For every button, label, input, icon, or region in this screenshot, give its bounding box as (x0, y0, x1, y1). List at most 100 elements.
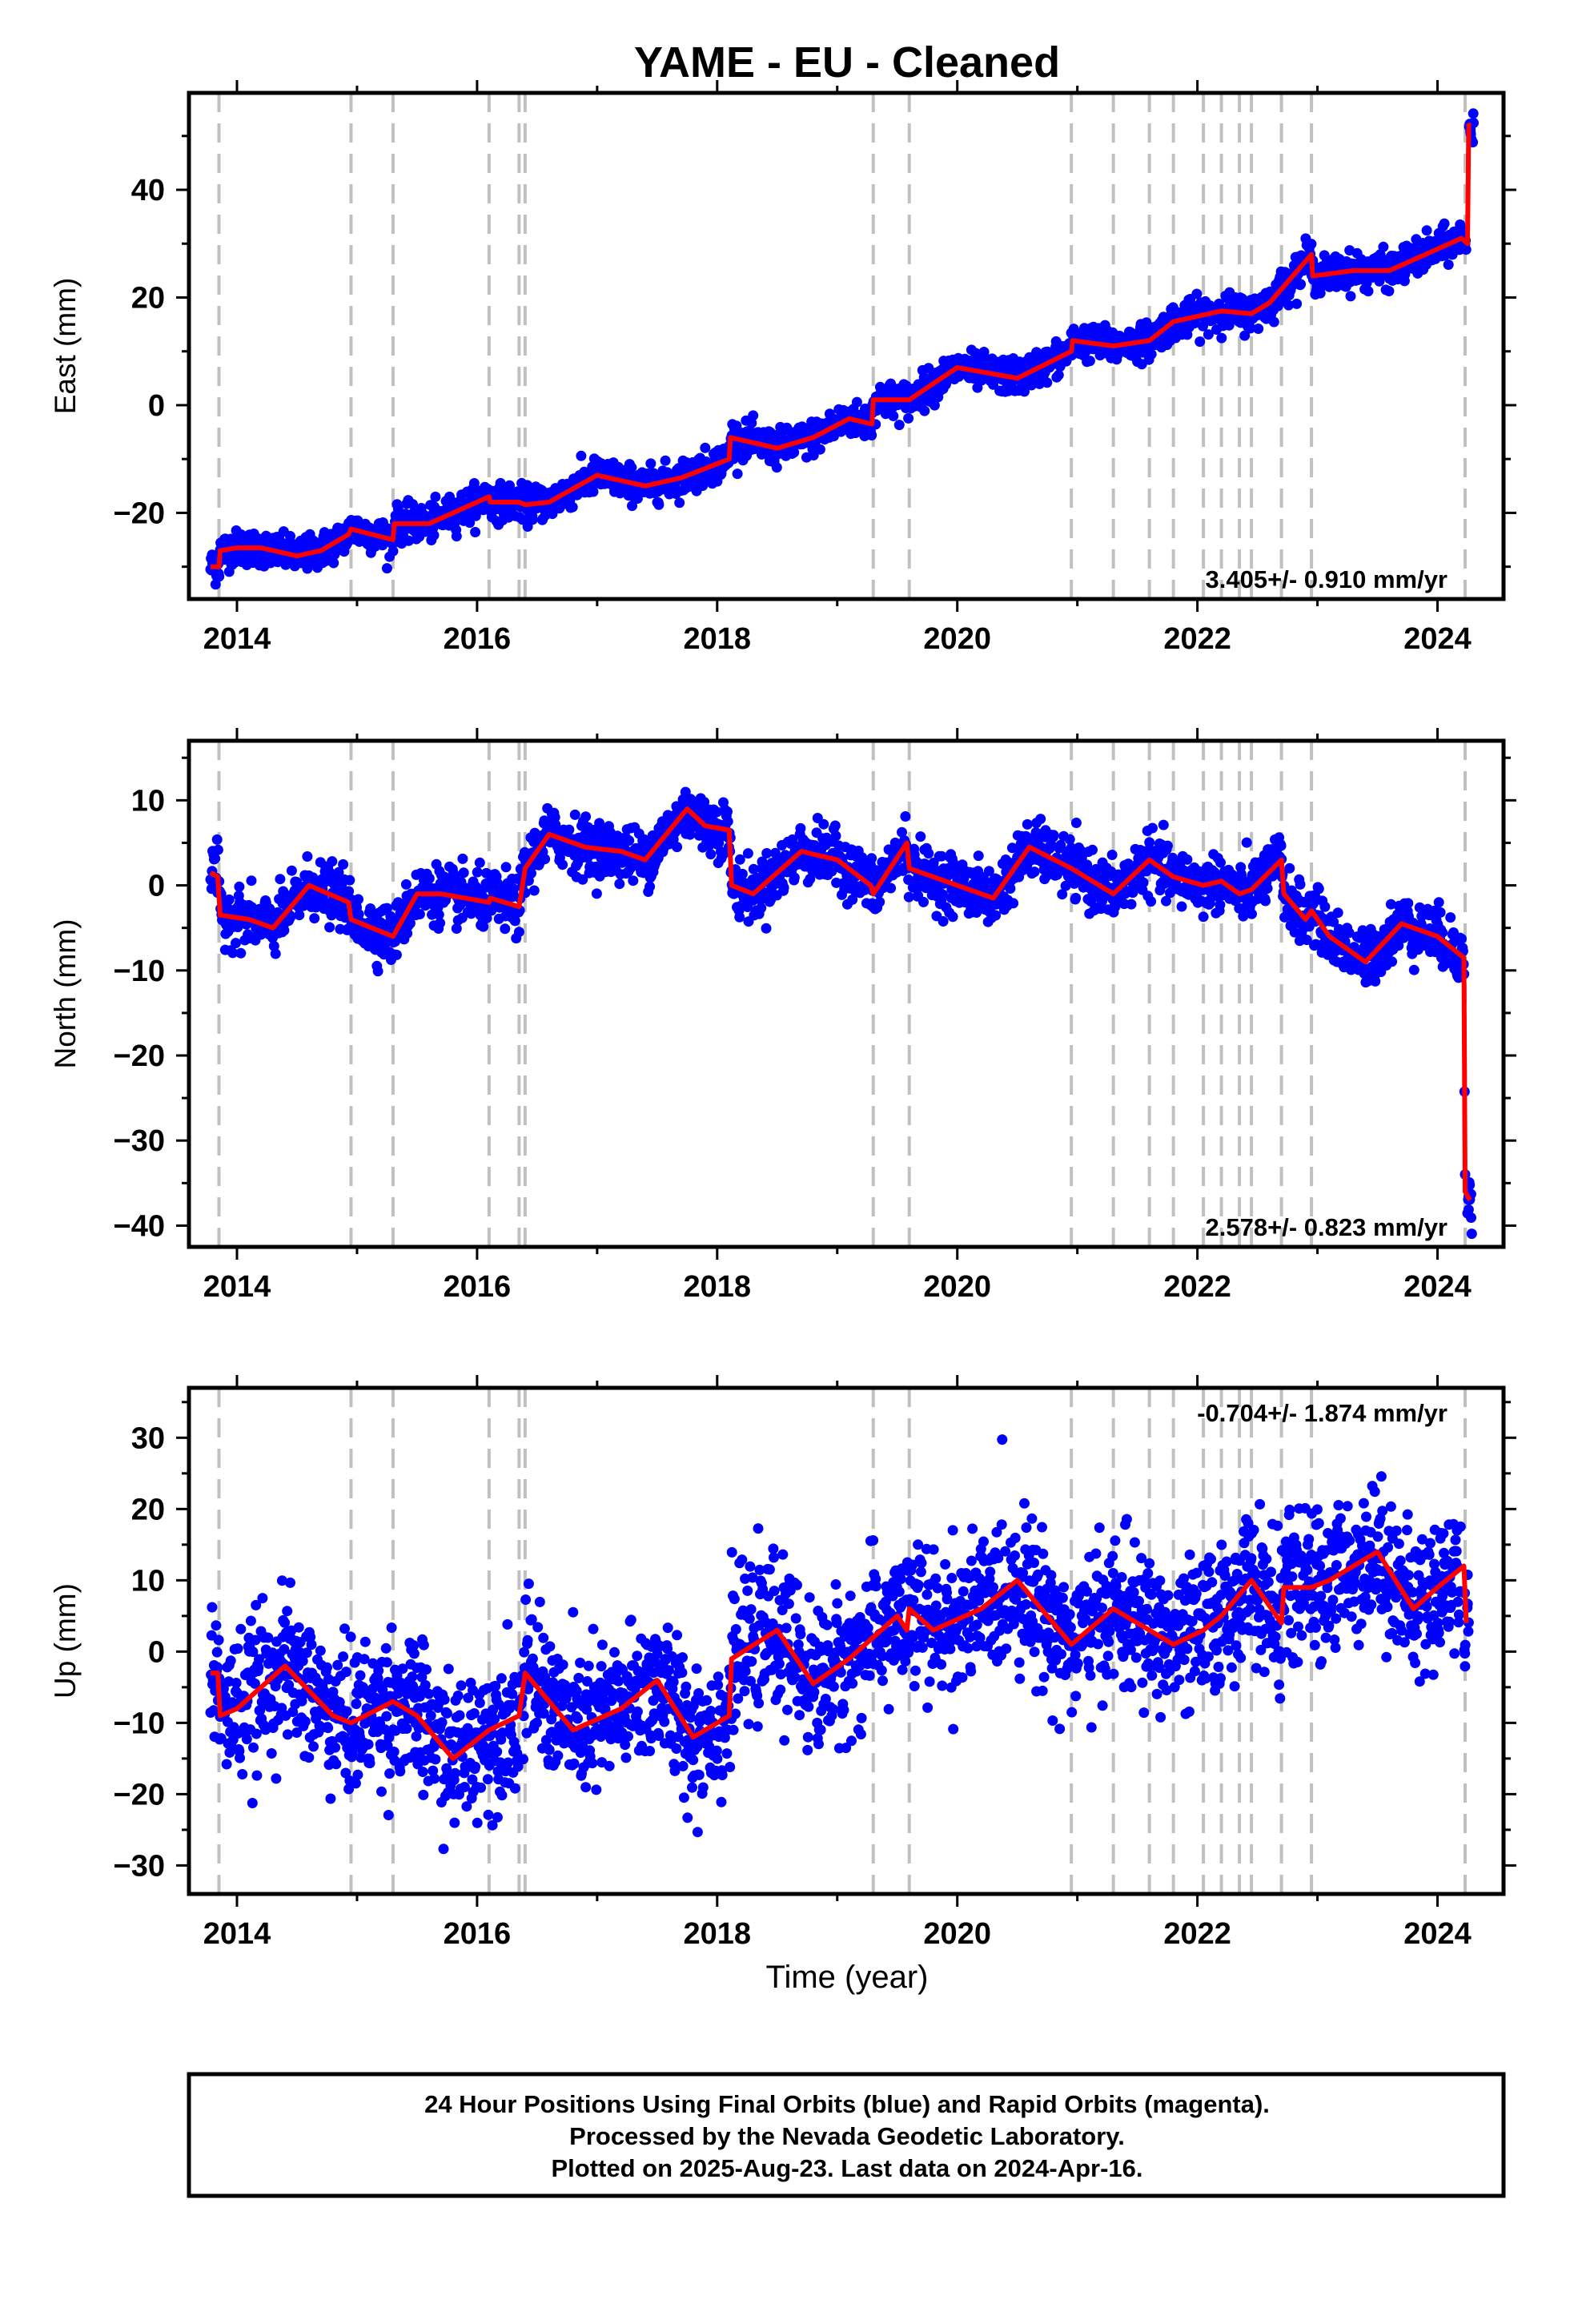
y-tick-label: 0 (148, 389, 165, 423)
data-point (414, 909, 425, 919)
data-point (294, 910, 305, 921)
data-point (275, 874, 286, 885)
data-point (847, 894, 858, 905)
data-point (734, 911, 745, 923)
data-point (903, 891, 914, 903)
data-point (404, 918, 416, 929)
data-point (771, 462, 782, 473)
data-point (212, 844, 223, 855)
data-point (897, 826, 907, 838)
data-point (235, 947, 247, 959)
data-point (1138, 877, 1149, 888)
data-point (919, 405, 930, 416)
data-point (1363, 286, 1374, 297)
data-point (614, 879, 625, 890)
data-point (818, 818, 829, 830)
data-point (526, 868, 536, 879)
data-point (333, 866, 344, 878)
data-point (372, 966, 383, 977)
data-point (381, 903, 392, 914)
data-point (1084, 356, 1095, 367)
data-point (660, 455, 671, 466)
data-point (430, 491, 441, 502)
data-point (778, 883, 789, 893)
data-point (391, 949, 402, 960)
data-point (309, 913, 320, 924)
x-tick-label: 2024 (1403, 622, 1472, 656)
data-point (424, 873, 435, 884)
data-point (500, 923, 511, 935)
data-point (1182, 854, 1193, 865)
data-point (279, 925, 290, 936)
x-tick-label: 2020 (923, 622, 991, 656)
data-points (205, 786, 1477, 1240)
data-point (748, 410, 759, 421)
data-point (1370, 975, 1381, 987)
data-point (672, 842, 683, 853)
data-point (1198, 911, 1209, 923)
data-point (344, 875, 355, 886)
data-point (983, 866, 994, 877)
data-point (1301, 935, 1312, 946)
data-point (353, 894, 363, 905)
data-point (915, 831, 926, 842)
data-point (1146, 348, 1157, 360)
data-point (1295, 279, 1307, 290)
data-point (1238, 911, 1249, 922)
data-point (1055, 839, 1066, 850)
data-point (1064, 834, 1075, 845)
data-point (705, 849, 717, 860)
data-point (338, 858, 349, 870)
data-point (402, 928, 413, 939)
data-point (978, 347, 990, 357)
data-point (1306, 239, 1317, 250)
data-point (557, 859, 568, 870)
data-point (748, 863, 759, 875)
data-point (1216, 332, 1227, 344)
data-point (1313, 883, 1324, 895)
data-point (435, 918, 446, 929)
data-point (500, 862, 512, 873)
data-point (509, 915, 520, 927)
data-point (214, 571, 225, 582)
velocity-label: 3.405+/- 0.910 mm/yr (1206, 565, 1447, 593)
data-point (433, 909, 444, 920)
data-point (1262, 883, 1273, 894)
data-point (1245, 323, 1256, 334)
x-tick-label: 2018 (684, 622, 752, 656)
x-tick-label: 2016 (444, 622, 512, 656)
data-point (451, 531, 462, 542)
data-point (885, 883, 897, 894)
data-point (458, 867, 469, 879)
data-point (1022, 818, 1033, 830)
data-point (1005, 883, 1016, 894)
data-point (1247, 908, 1257, 919)
data-points (205, 108, 1479, 590)
data-point (1378, 241, 1389, 252)
y-tick-label: 20 (131, 281, 165, 315)
data-point (1144, 837, 1155, 848)
data-point (756, 903, 767, 914)
data-point (866, 853, 877, 864)
data-point (722, 816, 733, 827)
data-point (1053, 369, 1064, 380)
data-point (789, 872, 800, 883)
data-point (761, 848, 773, 858)
data-point (1283, 300, 1294, 311)
data-point (1198, 320, 1208, 332)
data-point (732, 468, 743, 480)
data-point (464, 517, 476, 529)
data-point (700, 442, 711, 453)
data-point (1176, 901, 1187, 912)
data-point (400, 879, 412, 890)
data-point (223, 894, 235, 905)
data-point (1161, 895, 1171, 907)
data-point (645, 458, 656, 469)
data-point (1421, 225, 1432, 236)
data-point (929, 400, 940, 411)
data-point (1295, 879, 1306, 890)
data-point (1328, 916, 1339, 927)
data-point (328, 557, 339, 569)
data-point (1214, 298, 1225, 309)
